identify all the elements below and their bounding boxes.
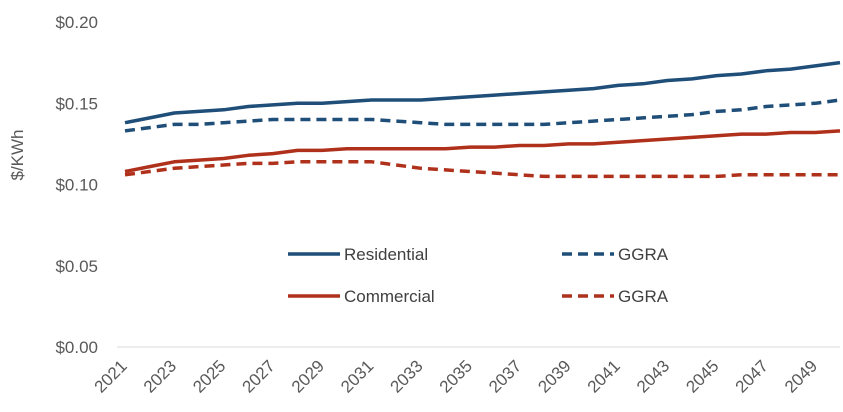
legend-label: Commercial xyxy=(344,287,435,306)
legend-label: Residential xyxy=(344,245,428,264)
x-tick-label: 2047 xyxy=(732,356,772,396)
x-tick-label: 2037 xyxy=(485,356,525,396)
x-tick-label: 2045 xyxy=(682,356,722,396)
y-axis-title: $/KWh xyxy=(8,129,27,180)
y-tick-label: $0.15 xyxy=(55,94,98,113)
legend: Residential GGRA Commercial GGRA xyxy=(288,245,669,306)
y-axis-ticks: $0.00 $0.05 $0.10 $0.15 $0.20 xyxy=(55,13,98,357)
series-line-2 xyxy=(124,129,841,174)
y-tick-label: $0.00 xyxy=(55,338,98,357)
x-tick-label: 2049 xyxy=(781,356,821,396)
x-tick-label: 2043 xyxy=(633,356,673,396)
y-axis-title-group: $/KWh xyxy=(8,129,27,180)
x-tick-label: 2021 xyxy=(91,356,131,396)
x-tick-label: 2029 xyxy=(288,356,328,396)
series-line-3 xyxy=(124,160,840,179)
x-tick-label: 2041 xyxy=(584,356,624,396)
x-tick-label: 2031 xyxy=(337,356,377,396)
x-tick-label: 2039 xyxy=(534,356,574,396)
x-tick-label: 2027 xyxy=(239,356,279,396)
legend-label: GGRA xyxy=(618,287,669,306)
series-line-0 xyxy=(124,60,841,125)
y-tick-label: $0.20 xyxy=(55,13,98,32)
series-line-1 xyxy=(124,98,841,133)
x-tick-label: 2025 xyxy=(189,356,229,396)
legend-label: GGRA xyxy=(618,245,669,264)
y-tick-label: $0.05 xyxy=(55,257,98,276)
x-tick-label: 2033 xyxy=(387,356,427,396)
x-tick-label: 2035 xyxy=(436,356,476,396)
series-lines xyxy=(124,60,841,179)
x-tick-label: 2023 xyxy=(140,356,180,396)
y-tick-label: $0.10 xyxy=(55,176,98,195)
x-axis-ticks: 2021 2023 2025 2027 2029 2031 2033 2035 2037 2039… xyxy=(91,356,822,396)
